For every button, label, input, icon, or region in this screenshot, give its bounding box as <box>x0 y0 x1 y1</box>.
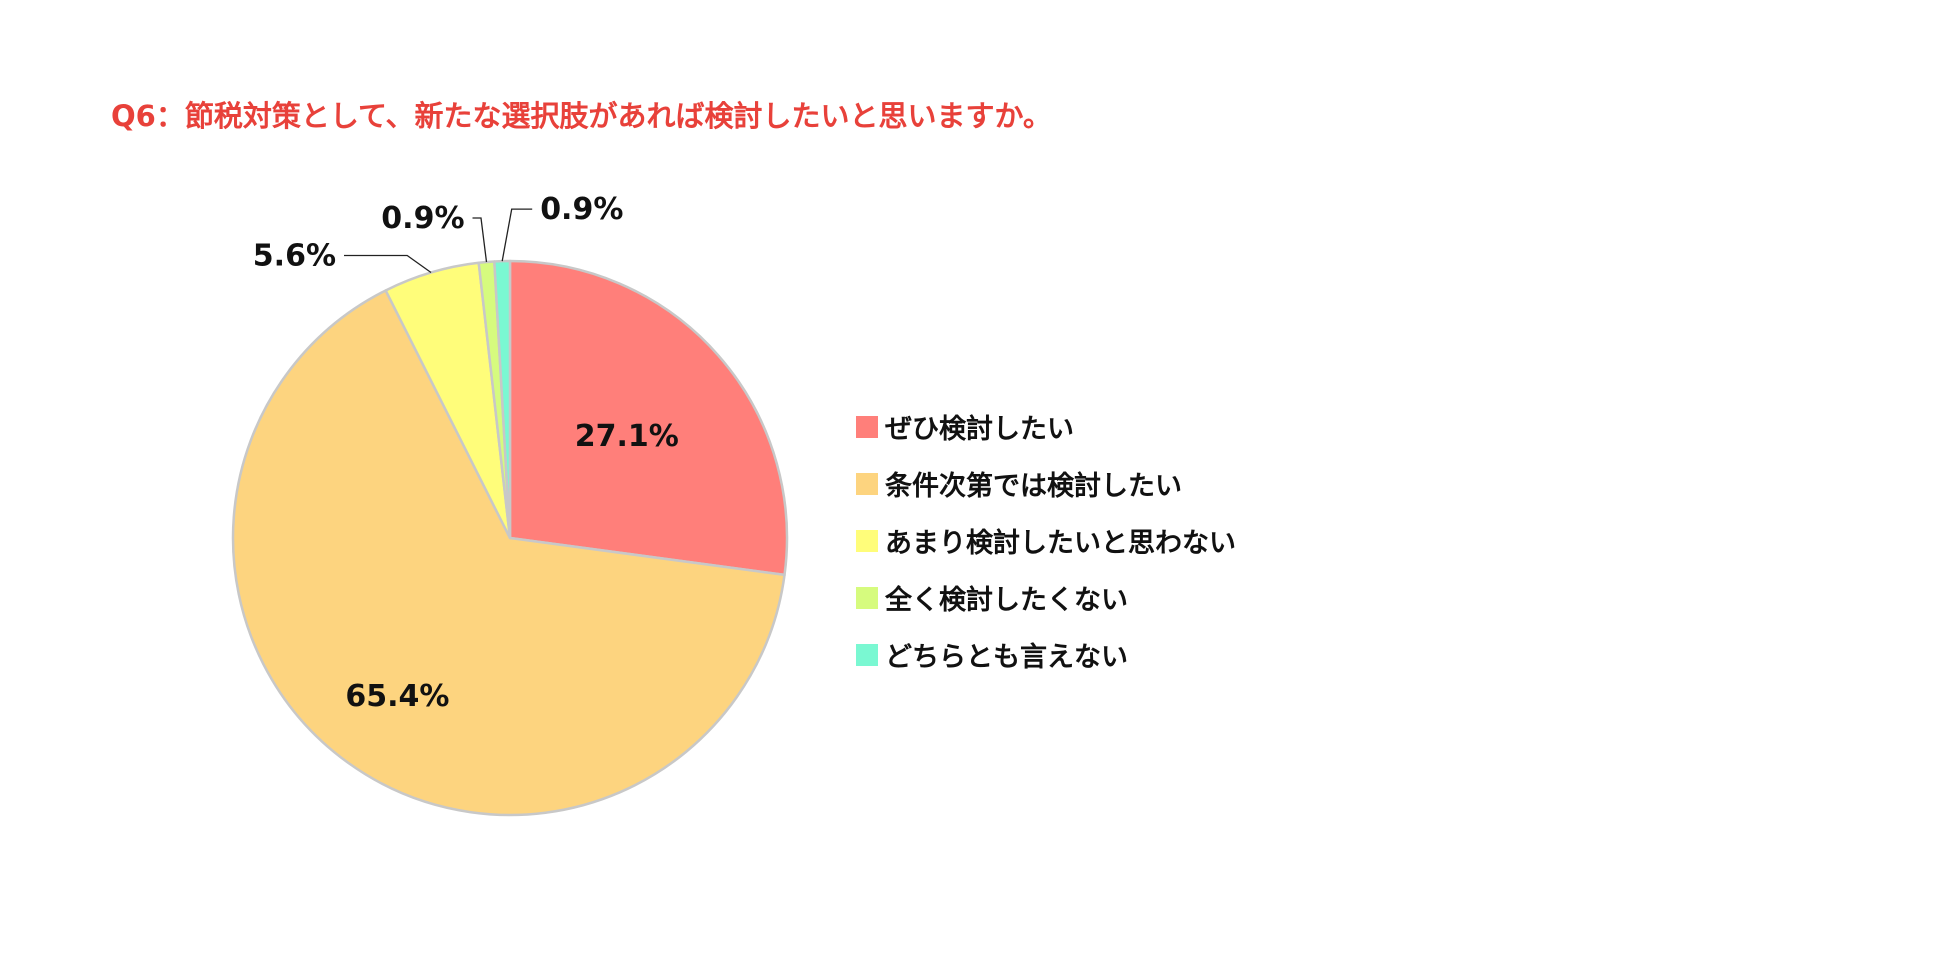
data-label-1: 27.1% <box>575 419 679 454</box>
leader-line-5 <box>501 208 533 262</box>
legend: ぜひ検討したい条件次第では検討したいあまり検討したいと思わない 全く検討したくない… <box>856 398 1236 683</box>
pie-slice-1 <box>508 259 789 577</box>
chart-title: Q6：節税対策として、新たな選択肢があれば検討したいと思いますか。 <box>111 99 1052 133</box>
leader-lines <box>344 208 533 274</box>
legend-item-5: どちらとも言えない <box>856 626 1236 683</box>
legend-swatch <box>856 529 878 552</box>
pie-slice-2 <box>231 289 786 817</box>
legend-item-1: ぜひ検討したい <box>856 398 1236 455</box>
leader-line-4 <box>472 217 488 263</box>
legend-swatch <box>856 586 878 609</box>
legend-label: あまり検討したいと思わない <box>885 528 1236 559</box>
legend-item-2: 条件次第では検討したい <box>856 455 1236 512</box>
legend-swatch <box>856 472 878 495</box>
legend-item-4: 全く検討したくない <box>856 569 1236 626</box>
data-labels: 27.1% 65.4% 5.6% 0.9% 0.9% <box>253 192 679 714</box>
data-label-3: 5.6% <box>253 239 336 274</box>
pie-slice-5 <box>493 259 512 540</box>
legend-label: 全く検討したくない <box>885 585 1128 616</box>
legend-label: ぜひ検討したい <box>885 414 1074 445</box>
pie-slices <box>231 259 789 817</box>
legend-item-3: あまり検討したいと思わない <box>856 512 1236 569</box>
legend-swatch <box>856 415 878 438</box>
legend-label: 条件次第では検討したい <box>885 471 1182 502</box>
leader-line-3 <box>344 254 432 274</box>
data-label-5: 0.9% <box>540 192 623 227</box>
data-label-4: 0.9% <box>381 201 464 236</box>
legend-label: どちらとも言えない <box>885 642 1128 673</box>
data-label-2: 65.4% <box>345 679 449 714</box>
legend-swatch <box>856 643 878 666</box>
